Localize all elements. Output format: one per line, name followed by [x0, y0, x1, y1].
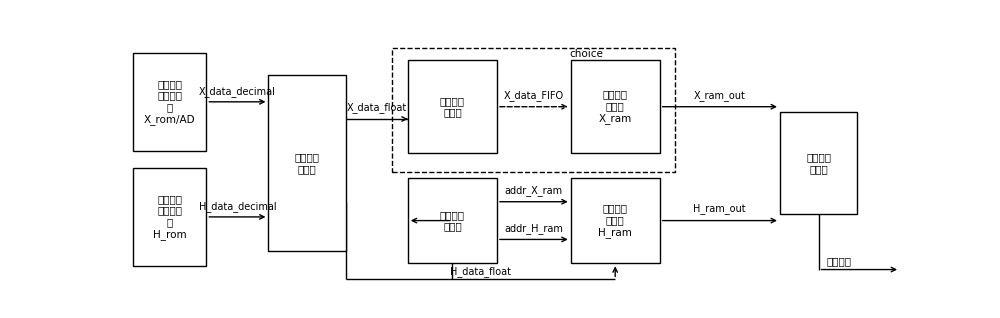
- Text: X_data_FIFO: X_data_FIFO: [504, 90, 564, 100]
- Text: 第二随机
存储器
H_ram: 第二随机 存储器 H_ram: [598, 204, 632, 238]
- Bar: [268, 75, 346, 251]
- Bar: [780, 112, 857, 214]
- Bar: [571, 60, 660, 153]
- Text: H_data_decimal: H_data_decimal: [199, 201, 276, 212]
- Bar: [133, 53, 206, 151]
- Text: 存储器控
制模块: 存储器控 制模块: [440, 210, 465, 232]
- Text: 滤波器系
数存储模
块
H_rom: 滤波器系 数存储模 块 H_rom: [153, 194, 186, 240]
- Text: X_data_float: X_data_float: [347, 102, 407, 113]
- Text: 浮点数转
换模块: 浮点数转 换模块: [295, 152, 320, 174]
- Text: addr_X_ram: addr_X_ram: [505, 185, 563, 196]
- Text: H_data_float: H_data_float: [450, 266, 511, 277]
- Bar: [392, 48, 675, 172]
- Text: H_ram_out: H_ram_out: [694, 204, 746, 214]
- Text: 待滤波数
据存储模
块
X_rom/AD: 待滤波数 据存储模 块 X_rom/AD: [144, 79, 195, 125]
- Bar: [133, 168, 206, 266]
- Bar: [571, 178, 660, 263]
- Text: addr_H_ram: addr_H_ram: [504, 223, 563, 234]
- Text: X_data_decimal: X_data_decimal: [199, 86, 276, 97]
- Text: X_ram_out: X_ram_out: [694, 90, 746, 100]
- Text: 先进先出
存储器: 先进先出 存储器: [440, 96, 465, 118]
- Text: 滤波结果: 滤波结果: [826, 256, 851, 266]
- Bar: [408, 178, 497, 263]
- Text: choice: choice: [569, 49, 603, 59]
- Bar: [408, 60, 497, 153]
- Text: 第一随机
存储器
X_ram: 第一随机 存储器 X_ram: [599, 90, 632, 124]
- Text: 浮点数乘
累加器: 浮点数乘 累加器: [806, 152, 831, 174]
